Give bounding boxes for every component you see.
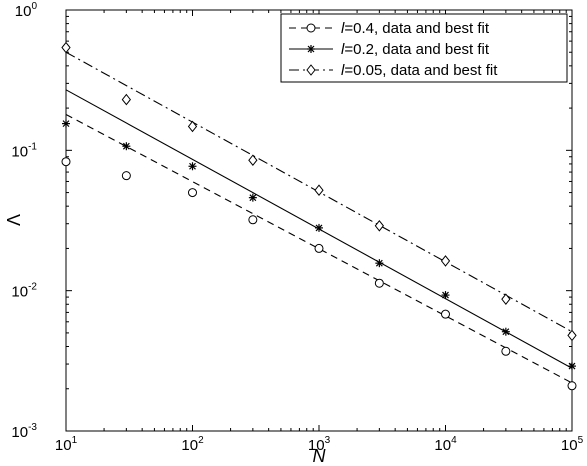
data-point-series-2	[248, 193, 257, 202]
x-tick-label: 103	[308, 435, 331, 454]
legend-marker-series-2	[307, 45, 315, 53]
data-point-series-3	[314, 184, 324, 196]
y-tick-label: 10-2	[11, 282, 37, 301]
legend-label-series-2: l=0.2, data and best fit	[341, 41, 490, 58]
data-point-series-1	[374, 278, 384, 288]
x-tick-label: 105	[561, 435, 584, 454]
data-point-series-1	[121, 171, 131, 181]
data-point-series-2	[501, 327, 510, 336]
data-point-series-3	[567, 329, 577, 342]
legend-marker-series-3	[306, 64, 316, 76]
ticks-layer: 101 102 103 104 105 10-3 10-2 10-1 100	[11, 1, 583, 454]
data-point-series-3	[374, 219, 384, 232]
data-point-series-2	[188, 162, 197, 171]
legend: l=0.4, data and best fit l=0.2, data and …	[280, 13, 568, 83]
data-point-series-3	[440, 255, 451, 267]
data-point-series-3	[121, 93, 131, 106]
data-point-series-2	[315, 223, 323, 232]
data-point-series-1	[501, 346, 511, 356]
legend-label-series-1: l=0.4, data and best fit	[341, 20, 490, 37]
x-tick-label: 102	[181, 435, 204, 454]
fit-lines-layer	[65, 51, 573, 384]
data-point-series-1	[314, 243, 324, 253]
data-point-series-1	[188, 188, 197, 198]
legend-box	[280, 13, 568, 83]
y-axis-label: Λ	[4, 214, 24, 226]
data-point-series-1	[248, 215, 258, 225]
data-point-series-1	[567, 381, 577, 391]
data-point-series-2	[122, 142, 131, 151]
x-tick-label: 104	[434, 435, 457, 454]
data-point-series-3	[61, 41, 71, 54]
data-point-series-2	[568, 362, 576, 371]
y-tick-label: 10-3	[11, 422, 37, 441]
y-tick-label: 100	[15, 1, 38, 20]
data-point-series-3	[501, 293, 511, 305]
data-point-series-3	[248, 154, 258, 167]
y-tick-label: 10-1	[11, 141, 37, 160]
data-points-layer	[61, 41, 577, 391]
x-tick-label: 101	[55, 435, 78, 454]
legend-label-series-3: l=0.05, data and best fit	[341, 62, 498, 79]
data-point-series-2	[62, 119, 70, 128]
x-axis-label: N	[313, 446, 327, 466]
data-point-series-3	[187, 120, 198, 133]
data-point-series-2	[441, 291, 450, 300]
data-point-series-2	[375, 259, 384, 268]
data-point-series-1	[61, 157, 71, 167]
data-point-series-1	[441, 309, 450, 319]
legend-marker-series-1	[306, 23, 316, 33]
